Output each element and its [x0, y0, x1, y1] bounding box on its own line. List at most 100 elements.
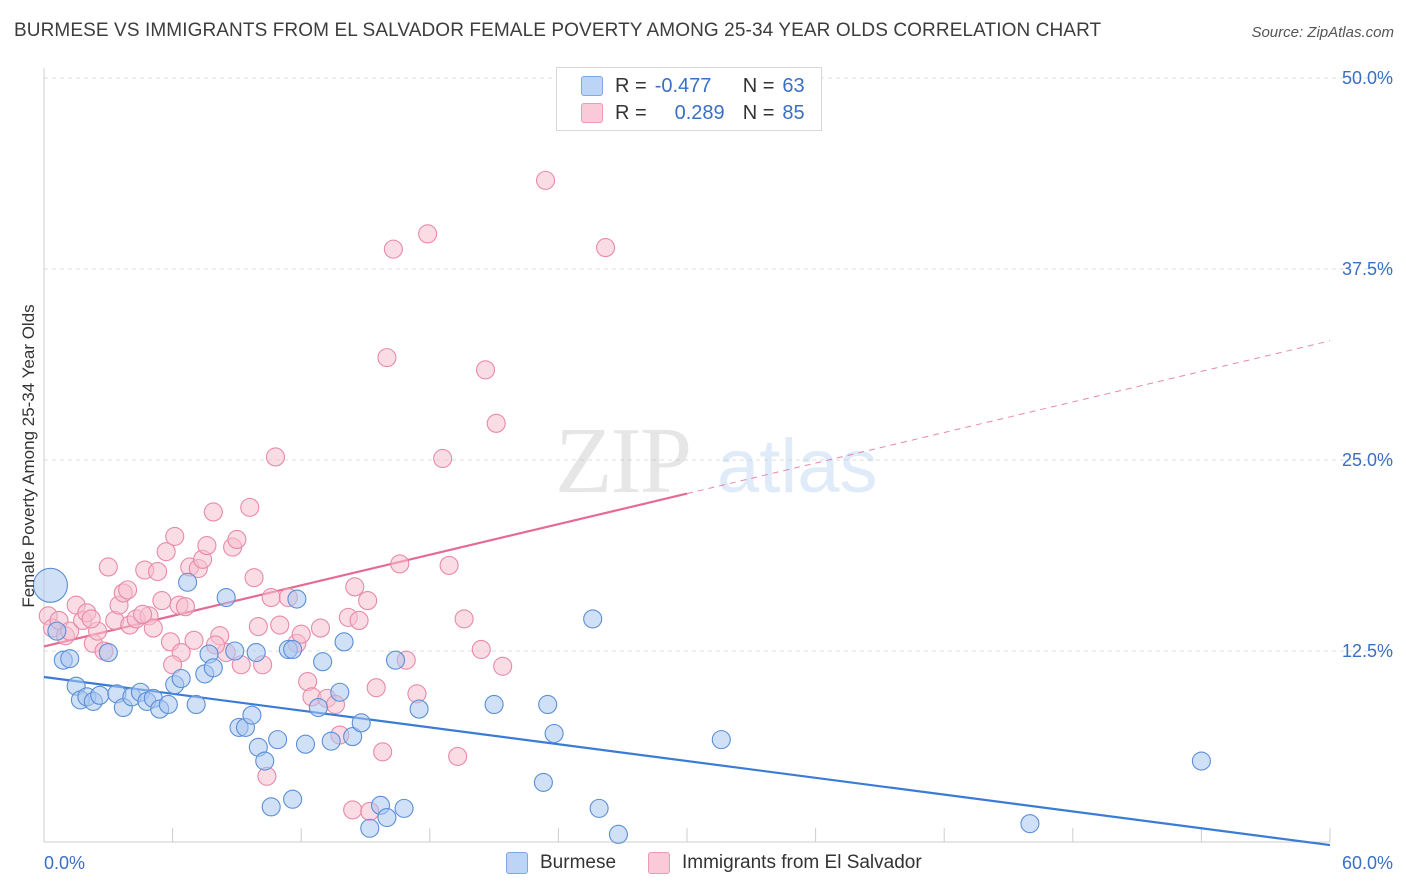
- point-burmese: [1020, 814, 1040, 834]
- axes: [43, 68, 1331, 843]
- point-burmese: [313, 652, 333, 672]
- legend-row-burmese: R = -0.477 N = 63: [581, 73, 805, 99]
- point-burmese: [186, 694, 206, 715]
- point-burmese: [246, 642, 266, 663]
- legend-n-value: 63: [782, 74, 805, 97]
- legend-r-value: -0.477: [654, 74, 712, 97]
- point-el-salvador: [152, 591, 172, 611]
- point-el-salvador: [349, 610, 369, 630]
- point-burmese: [394, 798, 414, 818]
- point-el-salvador: [240, 497, 260, 517]
- point-burmese: [295, 734, 316, 754]
- grid-lines: [44, 77, 1392, 652]
- point-el-salvador: [156, 542, 176, 562]
- point-el-salvador: [377, 348, 397, 368]
- trend-line-burmese: [43, 675, 1331, 847]
- point-el-salvador: [448, 746, 468, 766]
- point-burmese: [360, 818, 380, 838]
- point-el-salvador: [493, 656, 513, 676]
- point-burmese: [308, 697, 328, 718]
- point-el-salvador: [310, 618, 331, 638]
- point-el-salvador: [366, 678, 386, 698]
- point-el-salvador: [244, 568, 264, 588]
- watermark-zip: ZIP: [555, 409, 690, 513]
- point-burmese: [711, 730, 731, 750]
- legend-swatch-burmese: [581, 76, 603, 96]
- point-el-salvador: [433, 448, 453, 469]
- point-burmese: [283, 789, 303, 809]
- y-tick-label: 37.5%: [1342, 259, 1393, 279]
- x-tick-label: 60.0%: [1342, 853, 1393, 873]
- point-burmese: [533, 772, 553, 792]
- legend-n-value: 85: [782, 101, 805, 124]
- x-tick-label: 0.0%: [44, 853, 85, 873]
- point-el-salvador: [343, 800, 363, 820]
- point-burmese: [268, 730, 288, 750]
- point-el-salvador: [265, 447, 286, 467]
- point-burmese: [255, 751, 275, 771]
- point-el-salvador: [439, 555, 459, 575]
- point-el-salvador: [373, 742, 393, 762]
- legend-label-el-salvador: Immigrants from El Salvador: [682, 852, 922, 873]
- point-el-salvador: [118, 580, 138, 600]
- point-burmese: [321, 731, 341, 751]
- point-burmese: [32, 567, 68, 603]
- point-burmese: [158, 694, 178, 715]
- legend-r-label: R =: [615, 74, 647, 97]
- point-el-salvador: [345, 577, 365, 597]
- y-axis-label: Female Poverty Among 25-34 Year Olds: [19, 304, 38, 607]
- point-burmese: [178, 572, 198, 592]
- point-el-salvador: [418, 224, 438, 244]
- y-tick-label: 25.0%: [1342, 450, 1393, 470]
- legend-item-el-salvador[interactable]: Immigrants from El Salvador: [648, 852, 922, 874]
- point-burmese: [608, 824, 628, 844]
- point-burmese: [98, 642, 118, 663]
- point-el-salvador: [471, 639, 491, 660]
- point-burmese: [583, 609, 603, 629]
- legend-n-label: N =: [742, 101, 775, 124]
- point-burmese: [385, 650, 406, 670]
- y-tick-label: 12.5%: [1342, 641, 1393, 661]
- point-burmese: [538, 694, 558, 715]
- point-el-salvador: [291, 624, 311, 644]
- chart-title: BURMESE VS IMMIGRANTS FROM EL SALVADOR F…: [14, 20, 1102, 41]
- legend-row-el-salvador: R = 0.289 N = 85: [581, 100, 805, 126]
- point-el-salvador: [165, 526, 185, 546]
- point-el-salvador: [197, 536, 217, 556]
- trend-line-el-salvador-projection: [686, 340, 1331, 495]
- point-burmese: [47, 621, 67, 641]
- chart-source: Source: ZipAtlas.com: [1251, 24, 1394, 41]
- tick-labels: 12.5% 25.0% 37.5% 50.0% 0.0% 60.0%: [44, 68, 1393, 873]
- point-el-salvador: [390, 554, 410, 574]
- legend-swatch-burmese: [506, 852, 528, 874]
- point-el-salvador: [358, 591, 378, 611]
- point-burmese: [283, 639, 303, 660]
- point-burmese: [203, 658, 223, 678]
- point-el-salvador: [475, 360, 496, 380]
- point-burmese: [1191, 751, 1211, 771]
- point-el-salvador: [270, 615, 290, 635]
- point-burmese: [60, 649, 80, 669]
- point-burmese: [287, 589, 307, 609]
- point-burmese: [589, 798, 609, 818]
- point-burmese: [334, 632, 354, 652]
- point-el-salvador: [175, 597, 196, 617]
- point-el-salvador: [163, 655, 183, 675]
- legend-item-burmese[interactable]: Burmese: [506, 852, 616, 874]
- legend-swatch-el-salvador: [648, 852, 670, 874]
- legend-n-label: N =: [742, 74, 775, 97]
- point-el-salvador: [486, 413, 506, 433]
- point-el-salvador: [261, 587, 281, 608]
- point-burmese: [225, 641, 245, 661]
- point-el-salvador: [383, 239, 403, 259]
- point-el-salvador: [454, 609, 474, 629]
- legend-label-burmese: Burmese: [540, 852, 617, 873]
- series-burmese-points: [32, 567, 1211, 844]
- series-el-salvador-points: [38, 170, 616, 821]
- point-el-salvador: [148, 561, 168, 582]
- point-burmese: [351, 713, 371, 733]
- point-burmese: [343, 727, 363, 747]
- point-el-salvador: [248, 617, 268, 637]
- point-el-salvador: [227, 529, 247, 550]
- legend-r-label: R =: [615, 101, 647, 124]
